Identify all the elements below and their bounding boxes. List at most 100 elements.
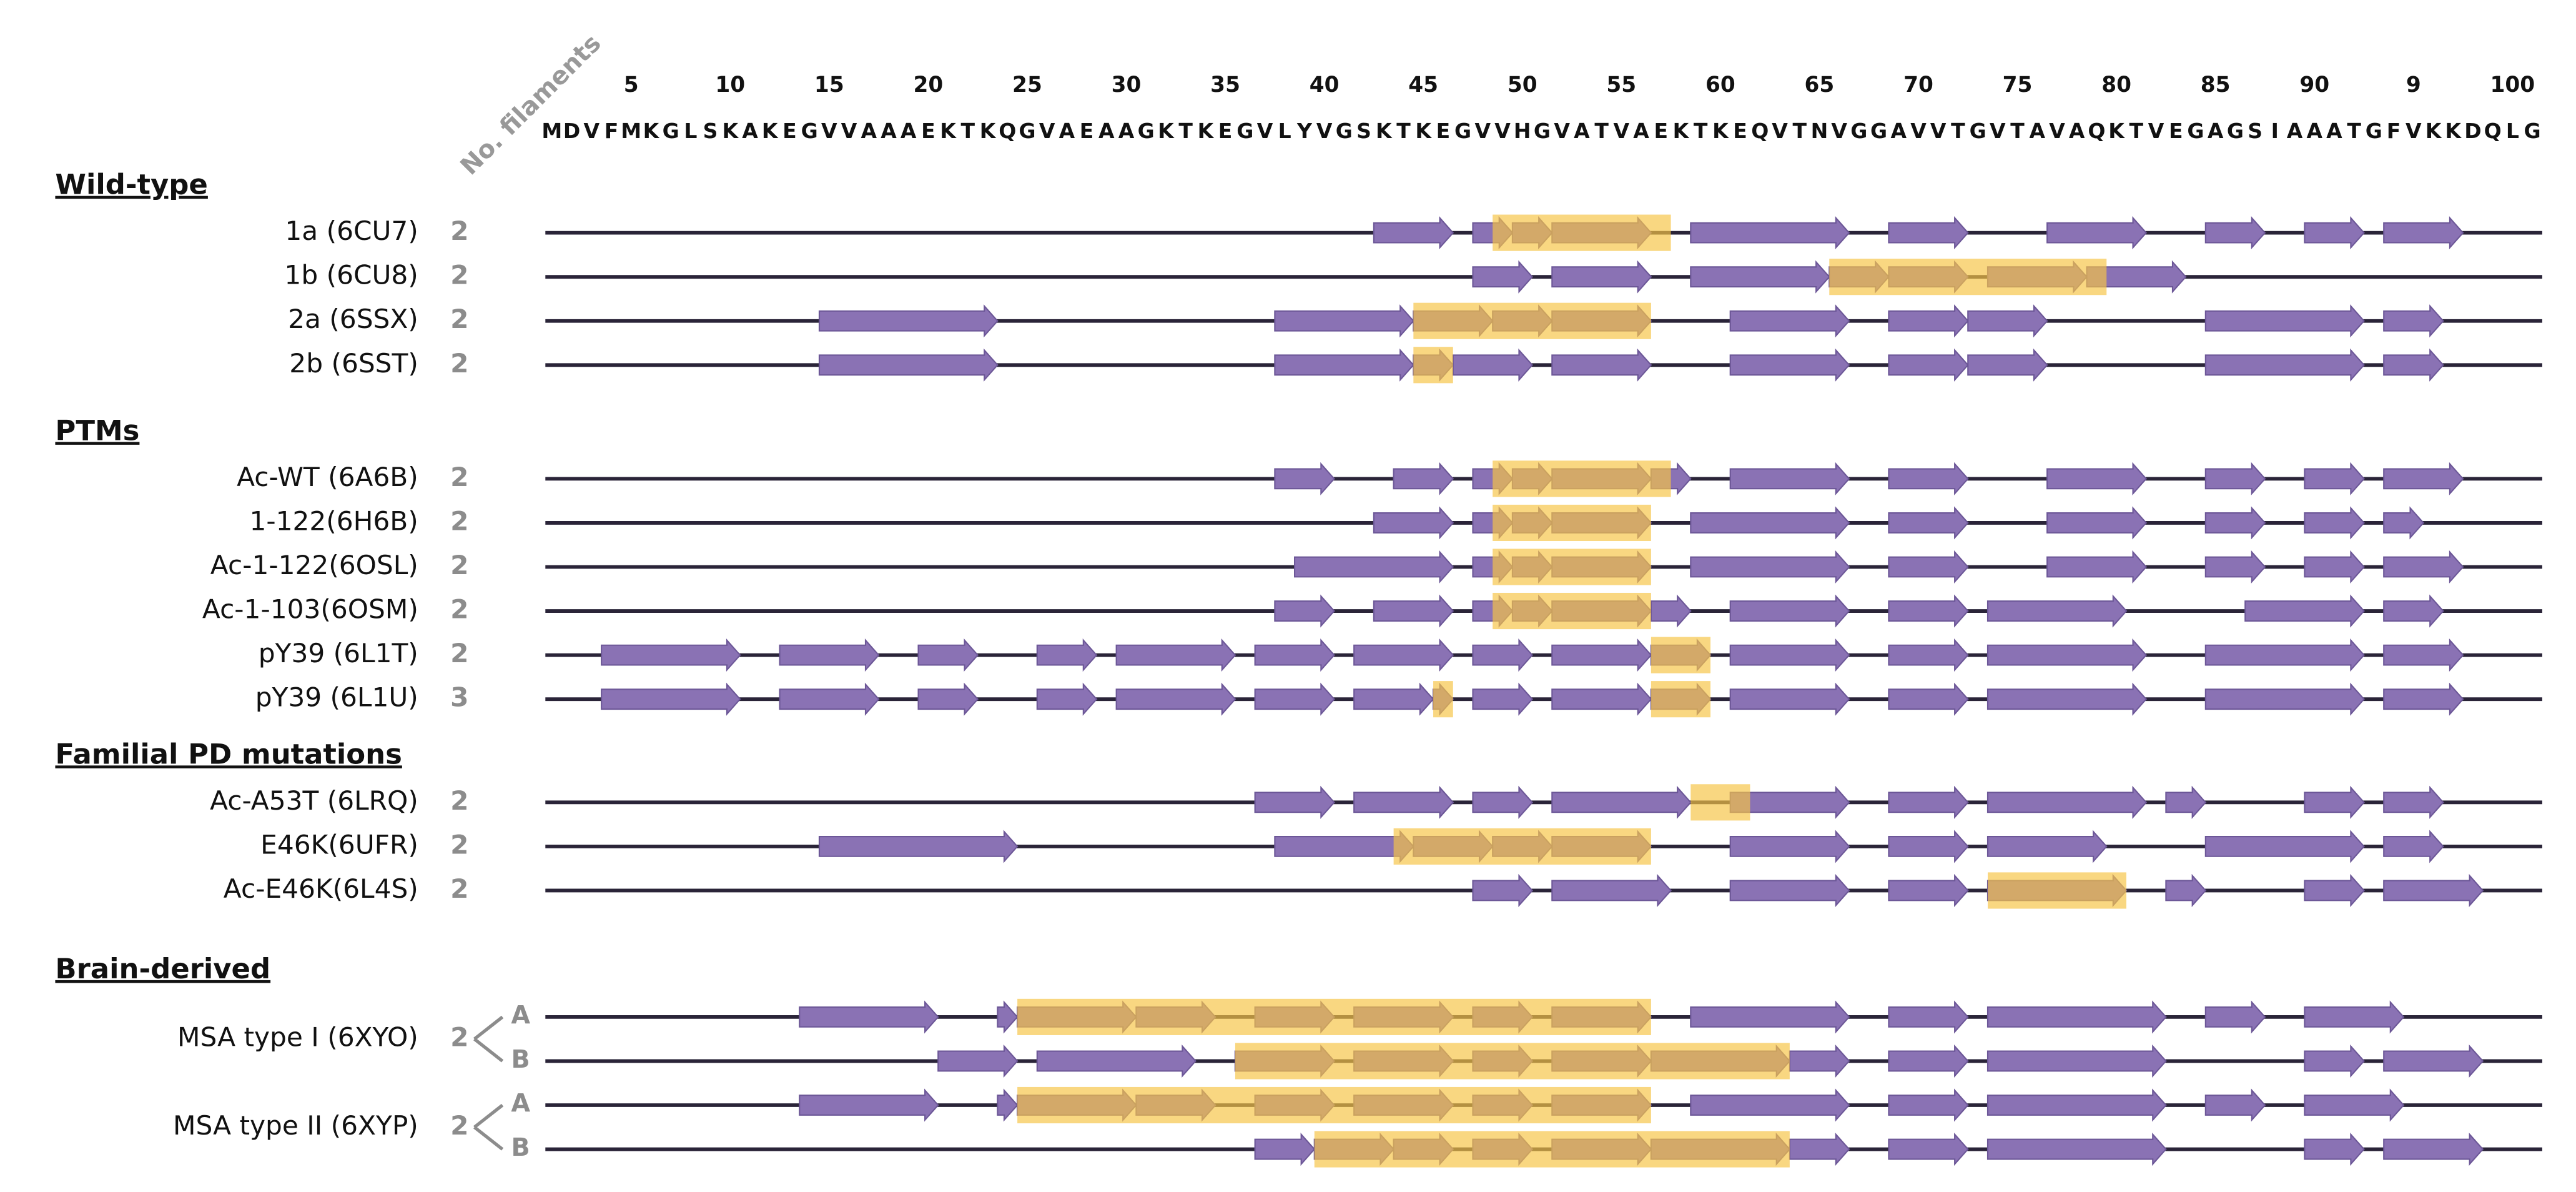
residue-tick: 10 bbox=[715, 72, 745, 97]
residue-letter: K bbox=[980, 119, 997, 143]
residue-letter: V bbox=[1039, 119, 1055, 143]
residue-letter: E bbox=[1436, 119, 1451, 143]
beta-strand bbox=[1472, 682, 1534, 716]
residue-letter: K bbox=[762, 119, 779, 143]
residue-letter: S bbox=[703, 119, 718, 143]
beta-strand bbox=[1551, 682, 1652, 716]
beta-strand bbox=[2204, 550, 2266, 584]
beta-strand bbox=[2304, 1000, 2405, 1034]
beta-strand bbox=[1729, 638, 1850, 672]
residue-tick: 60 bbox=[1705, 72, 1735, 97]
highlight bbox=[1493, 549, 1651, 585]
beta-strand bbox=[1551, 638, 1652, 672]
beta-strand bbox=[1888, 785, 1969, 819]
beta-strand bbox=[2204, 348, 2365, 382]
group-title: Brain-derived bbox=[55, 952, 270, 985]
beta-strand bbox=[779, 682, 880, 716]
row-name: E46K(6UFR) bbox=[260, 829, 418, 860]
chain-label: A bbox=[511, 1001, 530, 1030]
beta-strand bbox=[1393, 462, 1454, 495]
beta-strand bbox=[2304, 506, 2365, 540]
residue-letter: A bbox=[2306, 119, 2322, 143]
residue-letter: A bbox=[1574, 119, 1590, 143]
beta-strand bbox=[2383, 1132, 2484, 1166]
residue-letter: V bbox=[1257, 119, 1273, 143]
chain-label: A bbox=[511, 1089, 530, 1118]
beta-strand bbox=[2204, 682, 2365, 716]
residue-letter: Y bbox=[1296, 119, 1313, 143]
beta-strand bbox=[2383, 216, 2464, 250]
residue-letter: G bbox=[2366, 119, 2382, 143]
beta-strand bbox=[1888, 594, 1969, 628]
row-name: 2a (6SSX) bbox=[288, 304, 418, 334]
residue-letter: L bbox=[2506, 119, 2519, 143]
residue-letter: G bbox=[2187, 119, 2204, 143]
residue-letter: A bbox=[861, 119, 877, 143]
beta-strand bbox=[2383, 873, 2484, 908]
residue-letter: D bbox=[563, 119, 580, 143]
filament-count: 2 bbox=[450, 1022, 468, 1053]
beta-strand bbox=[1551, 785, 1692, 819]
residue-tick: 20 bbox=[914, 72, 944, 97]
highlight bbox=[1393, 828, 1651, 865]
beta-strand bbox=[1729, 873, 1850, 908]
beta-strand bbox=[2304, 1088, 2405, 1122]
filament-count: 2 bbox=[450, 550, 468, 580]
filament-count: 2 bbox=[450, 785, 468, 816]
residue-letter: G bbox=[801, 119, 818, 143]
residue-letter: G bbox=[1870, 119, 1887, 143]
filament-count: 2 bbox=[450, 348, 468, 379]
beta-strand bbox=[1888, 682, 1969, 716]
beta-strand bbox=[997, 1088, 1019, 1122]
residue-letter: A bbox=[2326, 119, 2342, 143]
filament-count: 2 bbox=[450, 216, 468, 246]
residue-letter: V bbox=[1930, 119, 1947, 143]
beta-strand bbox=[1274, 594, 1335, 628]
beta-strand bbox=[1690, 506, 1850, 540]
residue-letter: V bbox=[1475, 119, 1491, 143]
chain-label: B bbox=[511, 1045, 530, 1074]
beta-strand bbox=[2046, 216, 2148, 250]
residue-letter: Q bbox=[2088, 119, 2105, 143]
beta-strand bbox=[2383, 506, 2425, 540]
beta-strand bbox=[2046, 550, 2148, 584]
beta-strand bbox=[2046, 462, 2148, 495]
beta-strand bbox=[1690, 260, 1830, 294]
residue-letter: T bbox=[961, 119, 975, 143]
beta-strand bbox=[2046, 506, 2148, 540]
beta-strand bbox=[1729, 682, 1850, 716]
residue-tick: 25 bbox=[1012, 72, 1042, 97]
beta-strand bbox=[601, 682, 741, 716]
beta-strand bbox=[1373, 594, 1454, 628]
beta-strand bbox=[917, 682, 979, 716]
beta-strand bbox=[1115, 638, 1236, 672]
beta-strand bbox=[2383, 594, 2444, 628]
beta-strand bbox=[1254, 785, 1335, 819]
row-name: Ac-1-103(6OSM) bbox=[202, 594, 418, 625]
beta-strand bbox=[2383, 785, 2444, 819]
residue-letter: G bbox=[1336, 119, 1353, 143]
beta-strand bbox=[2204, 638, 2365, 672]
beta-strand bbox=[2165, 785, 2207, 819]
beta-strand bbox=[1472, 873, 1534, 908]
residue-letter: F bbox=[2387, 119, 2401, 143]
residue-letter: K bbox=[1415, 119, 1432, 143]
beta-strand bbox=[1551, 348, 1652, 382]
beta-strand bbox=[1036, 1044, 1197, 1078]
residue-letter: Q bbox=[999, 119, 1016, 143]
residue-tick: 100 bbox=[2490, 72, 2535, 97]
beta-strand bbox=[2304, 1044, 2365, 1078]
residue-letter: N bbox=[1811, 119, 1828, 143]
beta-strand bbox=[1888, 348, 1969, 382]
beta-strand bbox=[1986, 594, 2128, 628]
residue-tick: 45 bbox=[1408, 72, 1438, 97]
residue-letter: A bbox=[1059, 119, 1075, 143]
beta-strand bbox=[1373, 216, 1454, 250]
filament-count: 2 bbox=[450, 594, 468, 625]
row-name: 1-122(6H6B) bbox=[249, 505, 418, 536]
bracket bbox=[473, 1038, 504, 1063]
row-name: Ac-E46K(6L4S) bbox=[224, 873, 418, 904]
beta-strand bbox=[2383, 638, 2464, 672]
residue-letter: T bbox=[2010, 119, 2025, 143]
beta-strand bbox=[2304, 550, 2365, 584]
